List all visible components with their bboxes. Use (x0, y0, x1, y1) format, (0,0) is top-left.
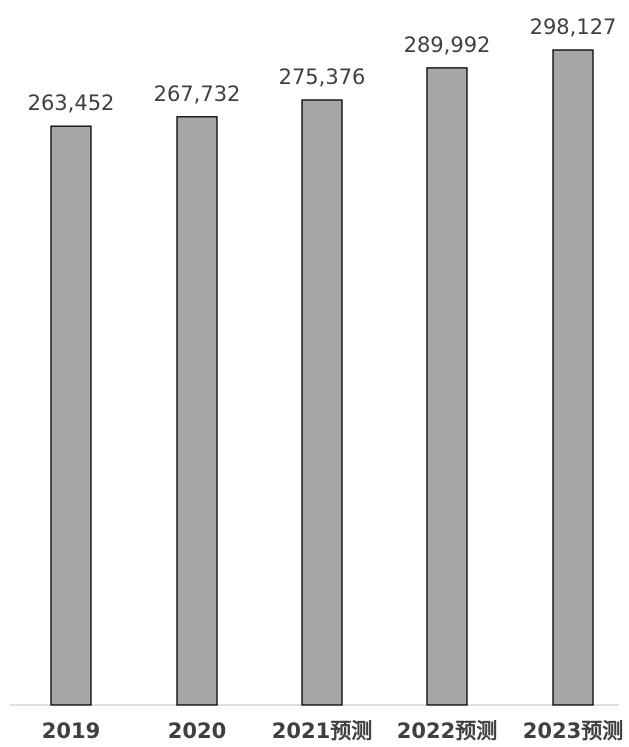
bar-4 (552, 49, 594, 706)
value-label-2: 275,376 (279, 65, 366, 89)
x-tick-label-2: 2021预测 (272, 719, 372, 743)
value-label-4: 298,127 (530, 15, 617, 39)
x-tick-label-0: 2019 (42, 719, 100, 743)
x-tick-label-4: 2023预测 (523, 719, 623, 743)
value-labels-group: 263,452 267,732 275,376 289,992 298,127 (28, 15, 617, 115)
value-label-1: 267,732 (154, 82, 241, 106)
bar-3 (426, 67, 468, 706)
bar-1 (176, 116, 218, 706)
bars-group (50, 49, 594, 706)
bar-0 (50, 125, 92, 706)
x-tick-labels-group: 2019 2020 2021预测 2022预测 2023预测 (42, 719, 623, 743)
x-tick-label-3: 2022预测 (397, 719, 497, 743)
bar-2 (301, 99, 343, 706)
value-label-3: 289,992 (404, 33, 491, 57)
value-label-0: 263,452 (28, 91, 115, 115)
x-tick-label-1: 2020 (168, 719, 226, 743)
